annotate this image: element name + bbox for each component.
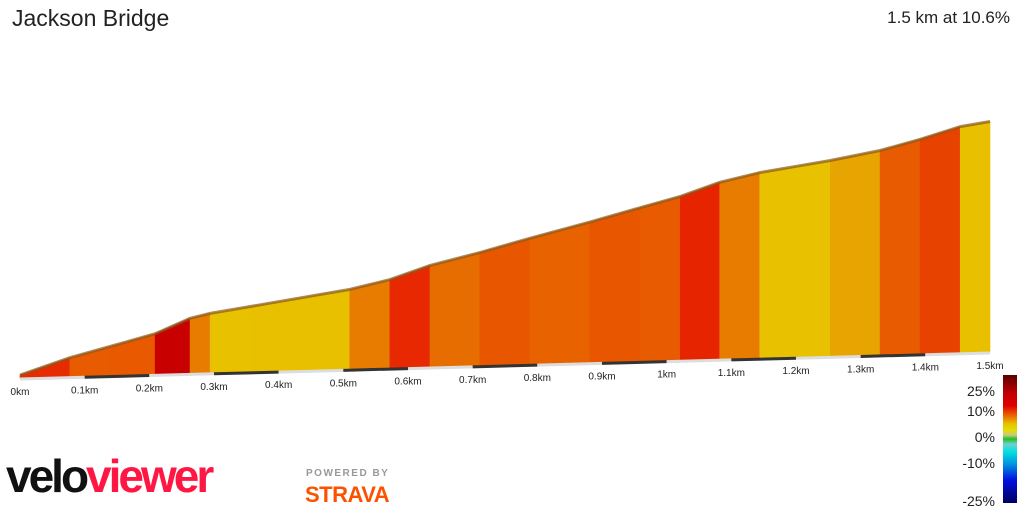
profile-segment xyxy=(429,252,481,368)
x-tick-label: 0.9km xyxy=(588,371,615,382)
distance-axis-segment xyxy=(19,375,85,381)
x-tick-label: 0.1km xyxy=(71,385,98,396)
logo-velo: velo xyxy=(6,450,89,502)
profile-segment xyxy=(479,237,531,366)
distance-axis-segment xyxy=(795,354,861,360)
distance-axis-segment xyxy=(149,372,215,378)
logo-viewer: viewer xyxy=(86,450,214,502)
distance-axis-segment xyxy=(213,370,279,376)
legend-label: -10% xyxy=(962,455,995,471)
profile-segment xyxy=(919,126,961,355)
distance-axis-segment xyxy=(731,356,797,362)
distance-axis-segment xyxy=(925,351,991,357)
x-tick-label: 1.2km xyxy=(782,366,809,377)
x-tick-label: 0km xyxy=(11,387,30,398)
x-tick-label: 1km xyxy=(657,370,676,381)
gradient-color-scale xyxy=(1003,375,1017,503)
legend-label: 10% xyxy=(966,403,995,419)
x-tick-label: 0.5km xyxy=(330,378,357,389)
distance-axis-segment xyxy=(537,361,603,367)
distance-axis-segment xyxy=(601,360,667,365)
profile-segment xyxy=(829,150,881,357)
x-tick-label: 1.4km xyxy=(912,363,939,374)
x-tick-label: 1.5km xyxy=(976,361,1003,372)
elevation-profile-chart: 0km 0.1km 0.2km 0.3km 0.4km 0.5km 0.6km 0.7km 0.… xyxy=(11,119,1004,398)
distance-axis-segment xyxy=(84,374,150,379)
legend-label: 25% xyxy=(966,383,995,399)
veloviewer-logo[interactable]: veloviewer xyxy=(6,450,214,502)
x-tick-label: 1.3km xyxy=(847,364,874,375)
profile-segment xyxy=(589,207,641,364)
strava-logo[interactable]: STRAVA xyxy=(305,482,390,507)
profile-segment xyxy=(679,181,720,361)
legend-label: -25% xyxy=(962,493,995,509)
distance-axis-segment xyxy=(278,368,344,374)
profile-segment xyxy=(959,121,991,354)
legend-label: 0% xyxy=(974,429,995,445)
profile-top-edge xyxy=(19,119,991,377)
profile-segment xyxy=(389,265,431,369)
segment-title: Jackson Bridge xyxy=(12,5,170,31)
distance-axis-segment xyxy=(472,363,538,369)
x-tick-label: 0.3km xyxy=(200,382,227,393)
profile-segment xyxy=(249,297,301,373)
powered-by-label: POWERED BY xyxy=(306,468,390,479)
x-tick-label: 0.6km xyxy=(394,377,421,388)
profile-segment xyxy=(299,288,351,371)
distance-axis-segment xyxy=(860,353,926,358)
x-tick-label: 0.2km xyxy=(136,384,163,395)
profile-segment xyxy=(189,313,211,374)
x-tick-label: 0.7km xyxy=(459,375,486,386)
profile-segment xyxy=(639,196,681,362)
distance-axis-segment xyxy=(666,358,732,364)
x-tick-label: 0.8km xyxy=(524,373,551,384)
x-tick-label: 1.1km xyxy=(718,368,745,379)
profile-segment xyxy=(879,138,921,356)
distance-axis-segment xyxy=(407,365,473,371)
profile-segment xyxy=(799,160,831,358)
profile-segment xyxy=(349,279,391,370)
x-tick-label: 0.4km xyxy=(265,380,292,391)
profile-segment xyxy=(209,306,251,374)
profile-segment xyxy=(719,172,761,360)
profile-segment xyxy=(759,165,801,359)
segment-summary: 1.5 km at 10.6% xyxy=(887,8,1010,27)
profile-segment xyxy=(529,221,591,365)
distance-axis-segment xyxy=(343,367,409,372)
